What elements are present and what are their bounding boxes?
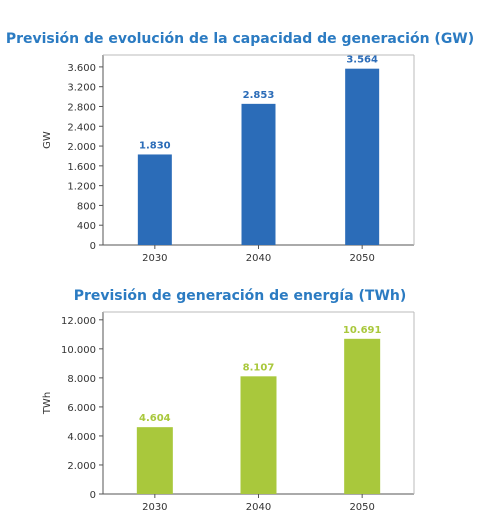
y-tick-label: 10.000: [61, 345, 96, 356]
y-tick-label: 1.200: [67, 182, 96, 193]
capacity-chart-plot: 0 400 800 1.200 1.600 2.000 2.400 2.800 3.200 3.6…: [42, 54, 415, 264]
y-tick-label: 12.000: [61, 316, 96, 327]
data-label-2030: 1.830: [139, 140, 171, 151]
x-tick-label-2030: 2030: [142, 502, 167, 513]
energy-chart: Previsión de generación de energía (TWh)…: [0, 278, 480, 529]
energy-chart-plot: 0 2.000 4.000 6.000 8.000 10.000 12.000 TWh 4.60…: [42, 311, 415, 513]
chart-title: Previsión de evolución de la capacidad d…: [5, 31, 475, 47]
chart-title: Previsión de generación de energía (TWh): [73, 288, 407, 304]
y-tick-label: 3.200: [67, 83, 96, 94]
y-axis-label: GW: [42, 131, 53, 149]
y-axis-label: TWh: [42, 392, 53, 415]
x-tick-label-2040: 2040: [246, 502, 271, 513]
y-tick-label: 1.600: [67, 162, 96, 173]
data-label-2040: 8.107: [243, 362, 275, 373]
y-tick-label: 2.800: [67, 102, 96, 113]
bar-2050: [345, 68, 380, 246]
y-tick-label: 400: [77, 221, 96, 232]
bar-2050: [344, 338, 381, 494]
x-tick-label-2040: 2040: [246, 253, 271, 264]
x-tick-label-2050: 2050: [349, 502, 374, 513]
y-tick-label: 0: [90, 241, 96, 252]
bar-2030: [137, 154, 172, 245]
y-tick-label: 2.000: [67, 142, 96, 153]
y-tick-label: 4.000: [67, 432, 96, 443]
y-tick-label: 8.000: [67, 374, 96, 385]
y-tick-label: 800: [77, 201, 96, 212]
y-tick-label: 6.000: [67, 403, 96, 414]
data-label-2030: 4.604: [139, 413, 171, 424]
data-label-2050: 10.691: [343, 325, 382, 336]
capacity-chart: Previsión de evolución de la capacidad d…: [5, 31, 475, 264]
data-label-2050: 3.564: [346, 55, 378, 66]
bar-2030: [136, 427, 173, 494]
x-tick-label-2030: 2030: [142, 253, 167, 264]
y-tick-label: 3.600: [67, 63, 96, 74]
y-tick-label: 2.000: [67, 461, 96, 472]
bar-2040: [240, 376, 277, 494]
data-label-2040: 2.853: [243, 90, 275, 101]
x-tick-label-2050: 2050: [349, 253, 374, 264]
bar-2040: [241, 103, 276, 245]
y-tick-label: 0: [90, 490, 96, 501]
y-tick-label: 2.400: [67, 122, 96, 133]
